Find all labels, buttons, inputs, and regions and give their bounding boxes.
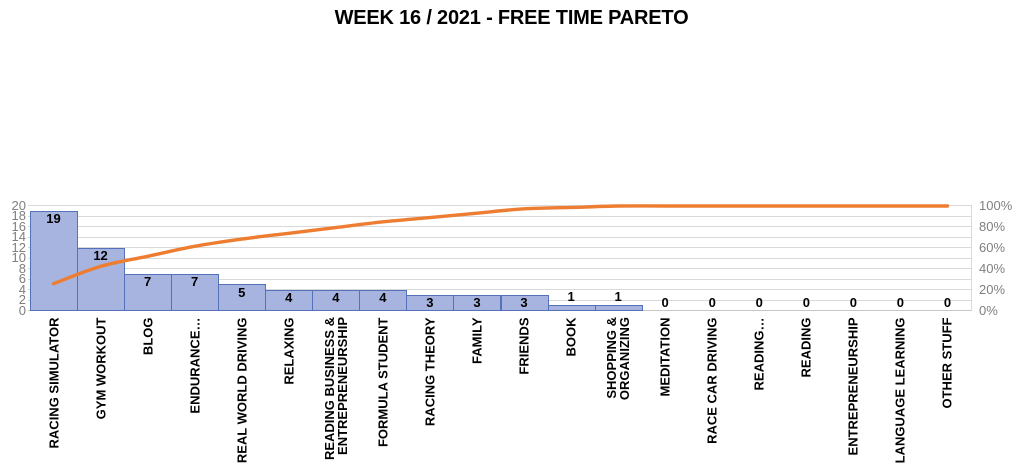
category-axis-label: FORMULA STUDENT [375,317,391,447]
category-axis-label: GYM WORKOUT [93,317,109,419]
y-axis-tick-label: 20 [11,197,26,213]
category-axis-label: RACE CAR DRIVING [704,317,720,444]
percent-axis-tick-label: 60% [979,239,1006,255]
y-axis-tick-label: 8 [18,260,26,276]
category-axis-label: FRIENDS [516,317,532,375]
bar-value-label: 0 [896,294,905,310]
bar-value-label: 0 [708,294,716,310]
category-axis-label: REAL WORLD DRIVING [234,317,250,463]
category-axis-label: OTHER STUFF [939,317,955,408]
y-axis-tick-label: 6 [18,271,26,286]
y-axis-tick-label: 0 [18,302,26,318]
gridline [28,205,972,206]
category-axis-label: MEDITATION [657,317,673,396]
bar-value-label: 0 [755,294,763,310]
bar-value-label: 12 [93,248,108,263]
cumulative-line[interactable] [51,203,950,285]
category-axis-label: READING BUSINESS & ENTREPRENEURSHIP [321,317,350,461]
bar-value-label: 7 [144,274,152,290]
plot-right-border [971,205,972,311]
y-axis-tick-label: 16 [11,218,26,234]
bar-value-label: 3 [426,295,434,311]
bar[interactable] [218,284,267,311]
percent-axis-tick-label: 20% [979,281,1006,297]
category-axis-label: BLOG [140,317,156,355]
gridline [28,247,972,248]
bar-value-label: 1 [567,289,575,305]
y-axis-tick-label: 12 [11,239,26,255]
category-axis-label: BOOK [563,317,579,356]
gridline [28,215,972,217]
bar-value-label: 4 [379,290,387,305]
percent-axis-tick-label: 0% [979,302,998,318]
percent-axis-tick-label: 40% [979,260,1006,276]
gridline [28,236,972,238]
bar[interactable] [171,273,220,311]
gridline [28,268,972,269]
bar-value-label: 0 [661,294,669,310]
category-axis-label: RELAXING [281,317,297,385]
gridline [28,226,972,227]
x-axis-line [28,310,972,311]
y-axis-tick-label: 14 [11,229,26,244]
bar-value-label: 19 [46,211,61,227]
bar[interactable] [594,305,643,311]
gridline [28,257,972,259]
category-axis-label: RACING THEORY [422,317,438,426]
cumulative-line-layer [51,203,950,285]
gridline [28,289,972,290]
bar-value-label: 5 [238,284,246,300]
bar-value-label: 4 [332,290,340,305]
bar-value-label: 7 [191,274,199,290]
category-axis-label: READING… [751,317,767,390]
category-axis-label: LANGUAGE LEARNING [892,317,908,463]
y-axis-tick-label: 10 [11,250,26,265]
percent-axis-tick-label: 80% [979,218,1006,234]
bar-value-label: 3 [473,295,481,311]
chart-title: WEEK 16 / 2021 - FREE TIME PARETO [334,7,689,29]
category-axis-label: FAMILY [469,317,485,364]
bar[interactable] [30,210,79,311]
category-axis-label: READING [798,317,814,377]
category-axis-label: ENDURANCE… [187,317,203,414]
bar-value-label: 0 [849,294,857,310]
bar-value-label: 1 [614,289,622,305]
bar[interactable] [124,273,173,311]
category-axis-label: SHOPPING & ORGANIZING [604,317,633,401]
bar[interactable] [500,294,549,311]
bar-value-label: 0 [802,294,810,310]
category-axis-label: ENTREPRENEURSHIP [845,317,861,455]
category-axis-label: RACING SIMULATOR [46,317,62,448]
bar-value-label: 3 [520,295,528,311]
y-axis-tick-label: 2 [18,292,26,307]
gridline [28,278,972,280]
bar-value-label: 4 [285,290,293,305]
bar-value-label: 0 [943,294,952,310]
percent-axis-tick-label: 100% [979,197,1013,213]
y-axis-tick-label: 18 [11,208,26,223]
y-axis-tick-label: 4 [18,281,26,297]
